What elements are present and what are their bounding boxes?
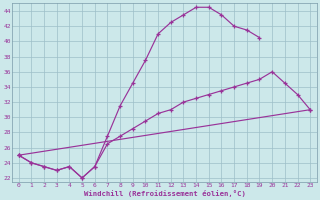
X-axis label: Windchill (Refroidissement éolien,°C): Windchill (Refroidissement éolien,°C) — [84, 190, 245, 197]
